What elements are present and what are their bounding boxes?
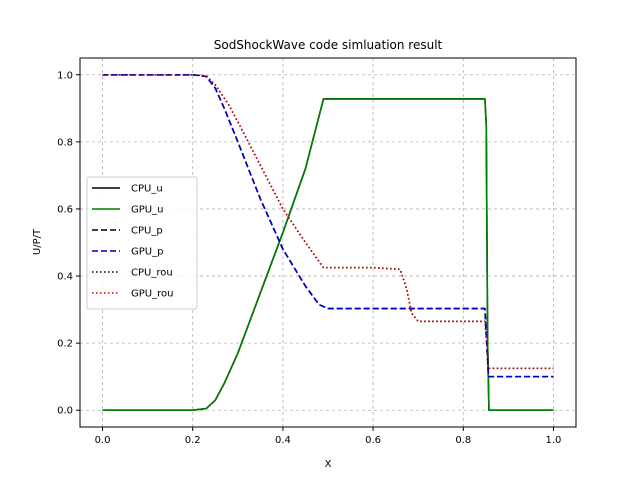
y-tick-label: 0.6 <box>57 204 73 215</box>
legend-label: GPU_u <box>131 205 163 216</box>
x-tick-label: 0.4 <box>275 435 291 446</box>
x-tick-label: 0.6 <box>365 435 381 446</box>
y-tick-label: 0.4 <box>57 272 73 283</box>
series-line-gpu-rou <box>102 73 554 370</box>
x-tick-label: 0.8 <box>455 435 471 446</box>
legend-label: CPU_p <box>131 226 163 237</box>
x-tick-label: 0.2 <box>185 435 201 446</box>
x-tick-label: 0.0 <box>95 435 111 446</box>
legend-label: GPU_rou <box>131 289 173 300</box>
legend: CPU_u GPU_u CPU_p GPU_p CPU_rou GPU_rou <box>86 176 198 310</box>
x-tick-label: 1.0 <box>546 435 562 446</box>
series-line-gpu-p <box>102 73 554 378</box>
x-axis-label: X <box>325 459 332 470</box>
y-axis-label: U/P/T <box>32 228 43 255</box>
y-tick-label: 0.0 <box>57 406 73 417</box>
legend-box <box>86 176 198 310</box>
legend-label: GPU_p <box>131 247 163 258</box>
chart-title: SodShockWave code simluation result <box>214 38 443 52</box>
ticks: 0.0 0.2 0.4 0.6 0.8 1.0 0.0 0.2 0.4 0.6 0.8 1.0 <box>57 70 561 446</box>
y-tick-label: 0.8 <box>57 137 73 148</box>
y-tick-label: 0.2 <box>57 339 73 350</box>
series-group <box>102 73 554 412</box>
grid <box>80 58 576 427</box>
plot-frame <box>79 57 577 428</box>
y-tick-label: 1.0 <box>57 70 73 81</box>
series-line-gpu-u <box>102 98 554 412</box>
legend-label: CPU_rou <box>131 268 173 279</box>
legend-label: CPU_u <box>131 184 163 195</box>
